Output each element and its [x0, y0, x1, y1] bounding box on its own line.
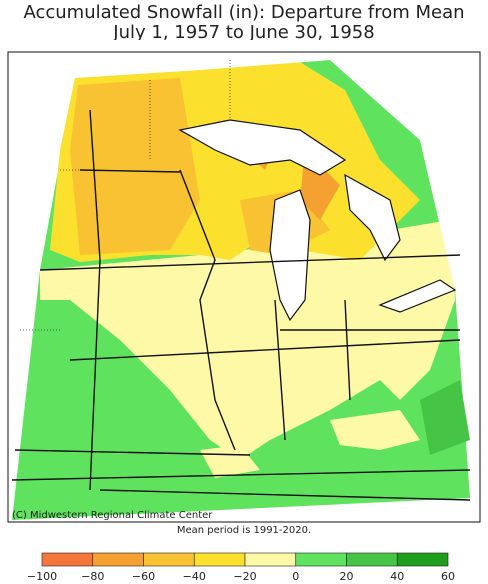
color-swatch [346, 552, 398, 567]
lake [178, 119, 347, 176]
colorbar-label: 60 [441, 570, 455, 583]
colorbar-label: −20 [233, 570, 256, 583]
colorbar: −100 −80 −60 −40 −20 0 20 40 60 [27, 552, 455, 583]
colorbar-label: 0 [292, 570, 299, 583]
colorbar-label: −80 [81, 570, 104, 583]
color-swatch [143, 552, 195, 567]
colorbar-label: −60 [132, 570, 155, 583]
color-swatch [193, 552, 246, 567]
title-line: July 1, 1957 to June 30, 1958 [112, 22, 374, 43]
color-swatch [295, 552, 347, 567]
color-swatch [41, 552, 94, 567]
title-line: Accumulated Snowfall (in): Departure fro… [23, 2, 464, 23]
lake [378, 279, 457, 313]
water [60, 40, 480, 290]
lake [344, 173, 401, 262]
color-swatch [244, 552, 297, 567]
colorbar-label: 40 [390, 570, 404, 583]
map [7, 40, 481, 523]
credit: (C) Midwestern Regional Climate Center [12, 510, 213, 521]
lake [269, 189, 311, 322]
region [40, 220, 455, 460]
color-swatch [92, 552, 144, 567]
region [420, 380, 470, 455]
color-swatch [396, 552, 449, 567]
colorbar-label: 20 [340, 570, 354, 583]
region [70, 78, 200, 255]
note: Mean period is 1991-2020. [177, 525, 311, 536]
region [330, 410, 420, 450]
colorbar-label: −40 [183, 570, 206, 583]
colorbar-label: −100 [27, 570, 57, 583]
map-frame [7, 51, 481, 523]
